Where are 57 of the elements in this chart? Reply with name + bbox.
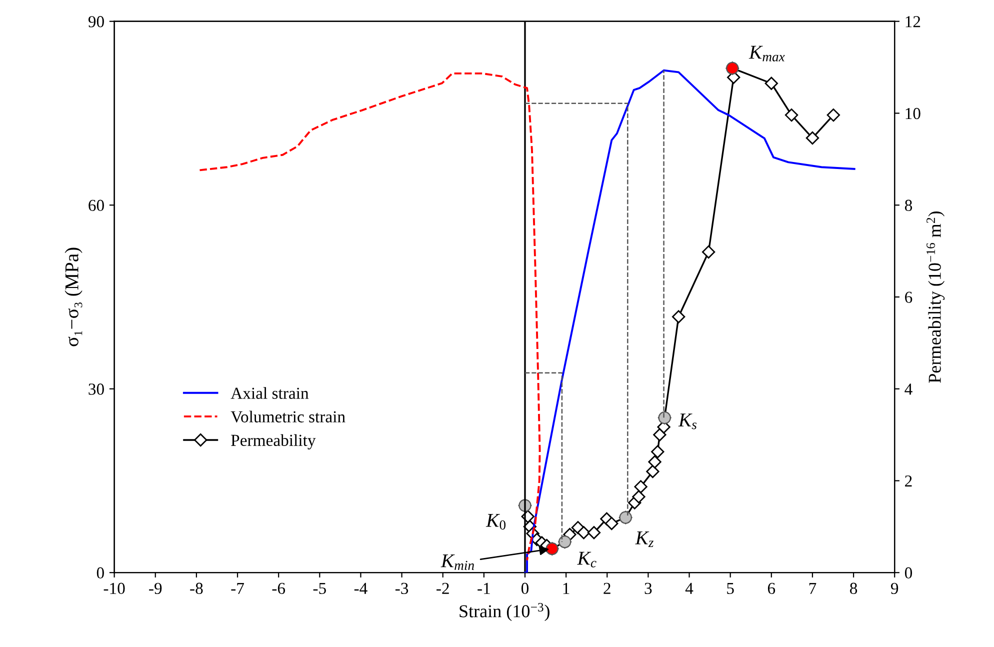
x-tick-label: -10	[104, 582, 125, 594]
x-tick-label: -7	[231, 582, 244, 594]
y2-tick-label: 0	[904, 567, 912, 579]
x-tick-label: 6	[768, 582, 776, 594]
x-tick-label: 8	[850, 582, 858, 594]
annotation: K$_{s}$	[678, 414, 697, 430]
y-tick-label: 90	[88, 16, 104, 28]
point	[826, 108, 840, 122]
point	[587, 526, 601, 540]
point	[648, 455, 662, 468]
point	[806, 131, 820, 145]
x-tick-label: 9	[890, 582, 898, 594]
y2-tick-label: 12	[906, 16, 920, 28]
x-tick-label: -1	[478, 582, 490, 594]
y2-tick-label: 2	[905, 475, 912, 487]
x-tick-label: -5	[313, 582, 326, 594]
x-tick-label: 1	[563, 582, 570, 594]
y2-tick-label: 8	[904, 200, 912, 212]
point	[646, 464, 660, 478]
legend-label: Volumetric strain	[230, 410, 346, 423]
point	[577, 526, 590, 540]
x-tick-label: 4	[685, 582, 694, 594]
point	[672, 310, 686, 324]
legend-label: Axial strain	[230, 387, 309, 399]
x-tick-label: -4	[354, 582, 368, 594]
y-tick-label: 0	[96, 567, 104, 579]
y-tick-label: 60	[88, 200, 104, 212]
x-tick-label: 5	[727, 582, 734, 594]
x-tick-label: 3	[644, 582, 652, 594]
annotation: K$_{min}$	[440, 554, 474, 570]
legend-label: Permeability	[231, 434, 316, 450]
y-axis-title: σ₁−σ₃ (MPa)	[64, 248, 82, 346]
y-tick-label: 30	[88, 384, 104, 395]
x-tick-label: 2	[604, 582, 610, 594]
point	[651, 445, 664, 458]
x-tick-label: -3	[395, 582, 408, 594]
x-tick-label: 7	[809, 582, 816, 594]
x-tick-label: -6	[272, 582, 286, 594]
x-axis-title: Strain (10$^{−3}$)	[460, 602, 550, 622]
point	[784, 108, 798, 122]
x-tick-label: 0	[521, 582, 529, 594]
annotation: K$_{z}$	[635, 532, 654, 547]
y2-tick-label: 10	[906, 108, 920, 120]
y2-axis-title: Permeability (10$^{−16}$ m$^{2}$)	[926, 212, 945, 383]
x-tick-label: -9	[149, 582, 162, 594]
y2-tick-label: 4	[904, 384, 912, 395]
annotation: K$_{c}$	[577, 552, 596, 568]
x-tick-label: -2	[436, 582, 449, 594]
annotation: K$_{max}$	[748, 46, 785, 62]
y2-tick-label: 6	[905, 292, 912, 303]
point	[764, 76, 778, 90]
point	[632, 490, 646, 504]
annotation: K$_{0}$	[486, 514, 506, 530]
point	[634, 480, 648, 494]
point	[605, 516, 618, 530]
x-tick-label: -8	[190, 582, 203, 594]
point	[702, 245, 716, 259]
